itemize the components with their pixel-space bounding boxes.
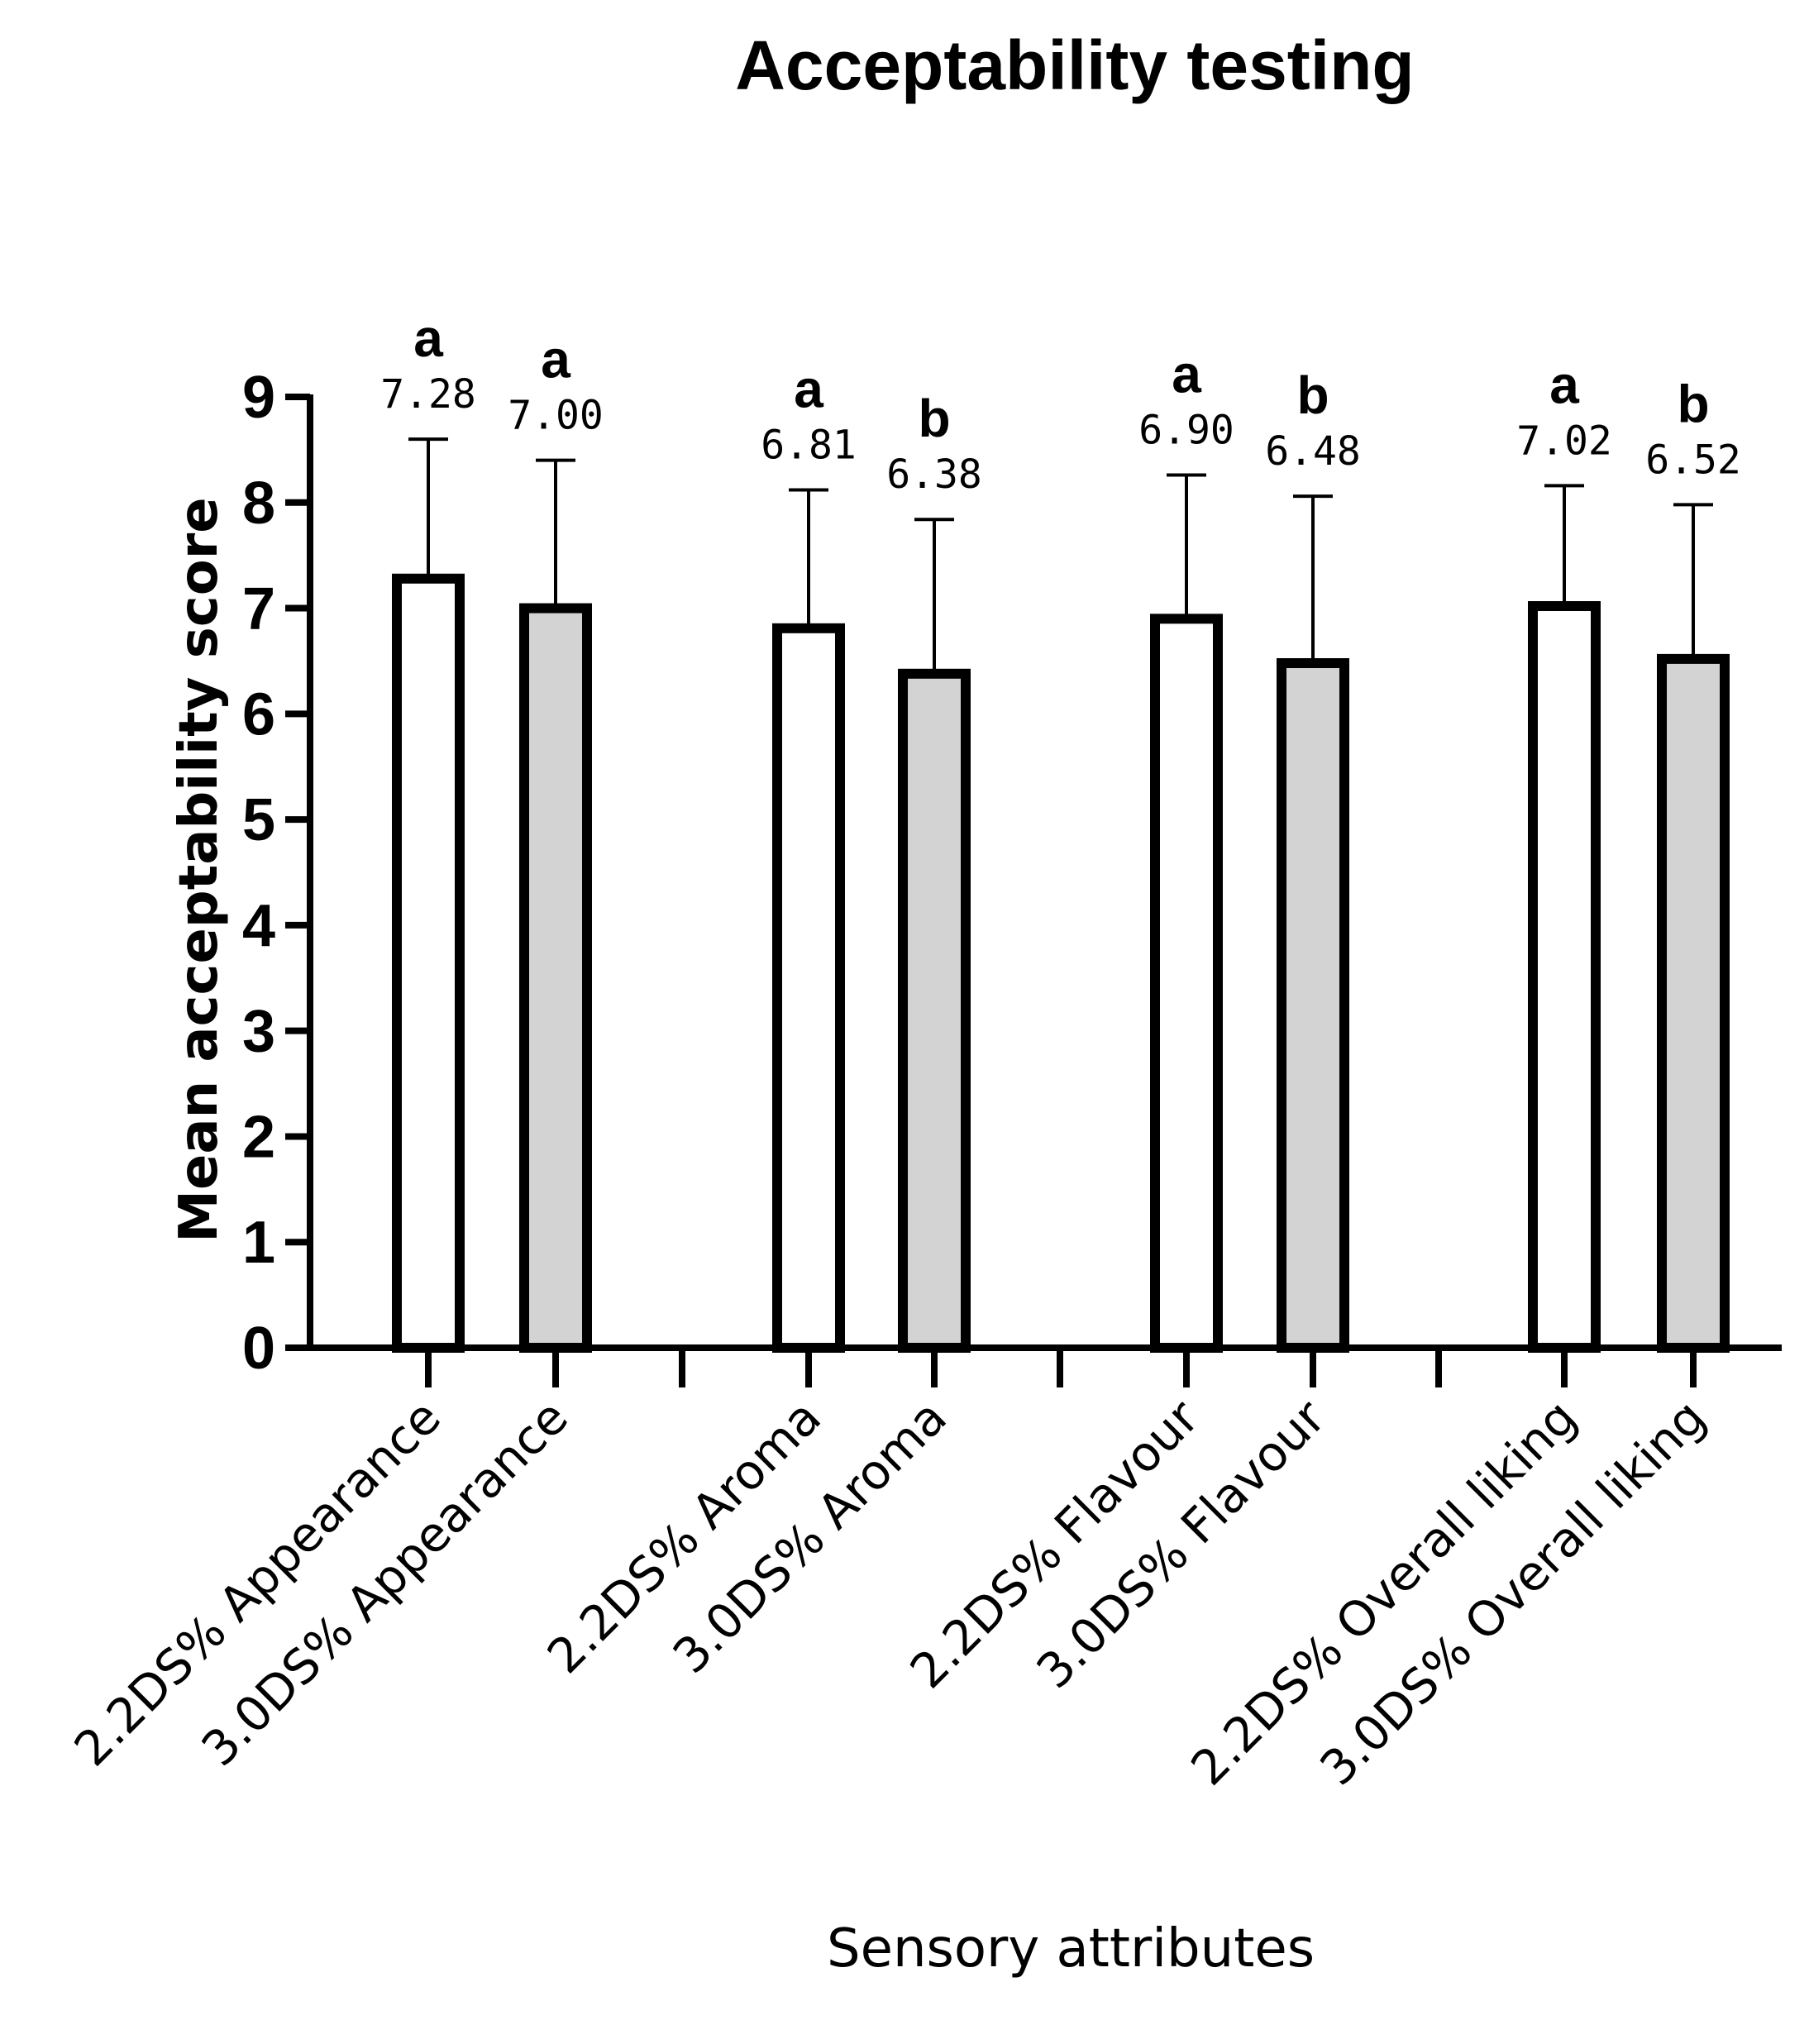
- bar: [392, 573, 465, 1353]
- y-tick-label: 6: [242, 681, 275, 747]
- data-label: 6.38: [886, 451, 982, 498]
- data-label: 6.52: [1645, 437, 1741, 483]
- y-tick-label: 7: [242, 576, 275, 642]
- data-label: 6.48: [1265, 428, 1361, 475]
- data-label: 7.00: [508, 393, 604, 439]
- y-tick-label: 9: [242, 365, 275, 431]
- significance-letter: b: [1296, 365, 1329, 425]
- data-label: 7.28: [380, 371, 476, 418]
- significance-letter: a: [413, 308, 443, 368]
- y-tick-label: 5: [242, 787, 275, 853]
- significance-letter: a: [1172, 345, 1201, 404]
- bar: [772, 623, 845, 1353]
- y-tick-label: 0: [242, 1316, 275, 1382]
- data-label: 6.90: [1138, 408, 1234, 454]
- significance-letter: a: [541, 330, 570, 389]
- significance-letter: a: [1549, 355, 1579, 414]
- x-axis-label: Sensory attributes: [827, 1918, 1315, 1980]
- significance-letter: b: [1677, 374, 1709, 433]
- y-tick-label: 8: [242, 470, 275, 537]
- significance-letter: a: [794, 359, 823, 418]
- bar: [1277, 658, 1349, 1353]
- bar: [1657, 653, 1730, 1353]
- bar: [1150, 614, 1223, 1353]
- bar: [519, 603, 592, 1353]
- significance-letter: b: [918, 389, 950, 448]
- data-label: 7.02: [1516, 418, 1612, 464]
- y-tick-label: 2: [242, 1104, 275, 1170]
- y-tick-label: 3: [242, 999, 275, 1065]
- bar: [1528, 601, 1601, 1353]
- chart-title: Acceptability testing: [735, 26, 1415, 104]
- y-axis-label: Mean acceptability score: [169, 497, 230, 1242]
- y-tick-label: 1: [242, 1210, 275, 1276]
- y-tick-label: 4: [242, 893, 275, 959]
- data-label: 6.81: [761, 422, 857, 468]
- bar: [898, 668, 971, 1353]
